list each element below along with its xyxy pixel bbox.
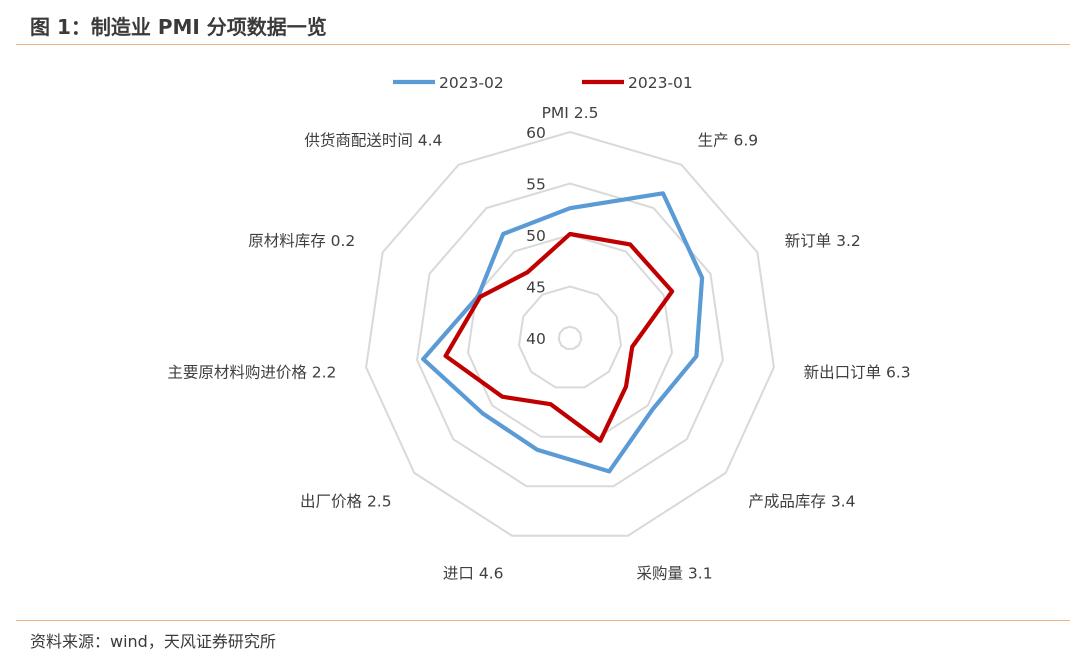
grid-ring-inner	[557, 325, 583, 350]
radar-chart: 40 45 50 55 60 PMI 2.5 生产 6.9 新订单 3.2 新出口订单 6.3…	[167, 74, 910, 582]
category-label-9: 原材料库存 0.2	[248, 232, 355, 250]
grid-ring-45	[517, 285, 623, 389]
figure-title: 图 1：制造业 PMI 分项数据一览	[30, 15, 327, 39]
category-label-10: 供货商配送时间 4.4	[304, 132, 442, 150]
category-label-5: 采购量 3.1	[637, 564, 713, 582]
grid-ring-55	[416, 182, 724, 488]
grid-ring-60	[365, 130, 775, 537]
legend-label-2023-01: 2023-01	[628, 74, 693, 92]
legend-label-2023-02: 2023-02	[439, 74, 504, 92]
category-label-4: 产成品库存 3.4	[748, 493, 855, 511]
legend: 2023-02 2023-01	[393, 74, 693, 92]
category-label-6: 进口 4.6	[443, 564, 504, 582]
radial-tick-55: 55	[526, 176, 546, 194]
category-label-3: 新出口订单 6.3	[804, 364, 911, 382]
source-note: 资料来源：wind，天风证券研究所	[30, 632, 276, 651]
series-line-2023-01	[443, 231, 675, 443]
category-label-1: 生产 6.9	[698, 132, 759, 150]
radial-tick-50: 50	[526, 227, 546, 245]
series-line-2023-02	[421, 191, 705, 474]
title-divider	[16, 44, 1070, 45]
radar-series	[421, 191, 705, 474]
category-label-7: 出厂价格 2.5	[300, 493, 392, 511]
category-label-8: 主要原材料购进价格 2.2	[167, 364, 336, 382]
radial-tick-40: 40	[526, 330, 546, 348]
category-label-0: PMI 2.5	[542, 104, 599, 122]
radar-grid	[365, 130, 775, 537]
radial-tick-labels: 40 45 50 55 60	[526, 124, 546, 348]
radial-tick-45: 45	[526, 279, 546, 297]
category-label-2: 新订单 3.2	[785, 232, 861, 250]
radial-tick-60: 60	[526, 124, 546, 142]
category-labels: PMI 2.5 生产 6.9 新订单 3.2 新出口订单 6.3 产成品库存 3.4 采购…	[167, 104, 910, 582]
source-divider	[16, 620, 1070, 621]
